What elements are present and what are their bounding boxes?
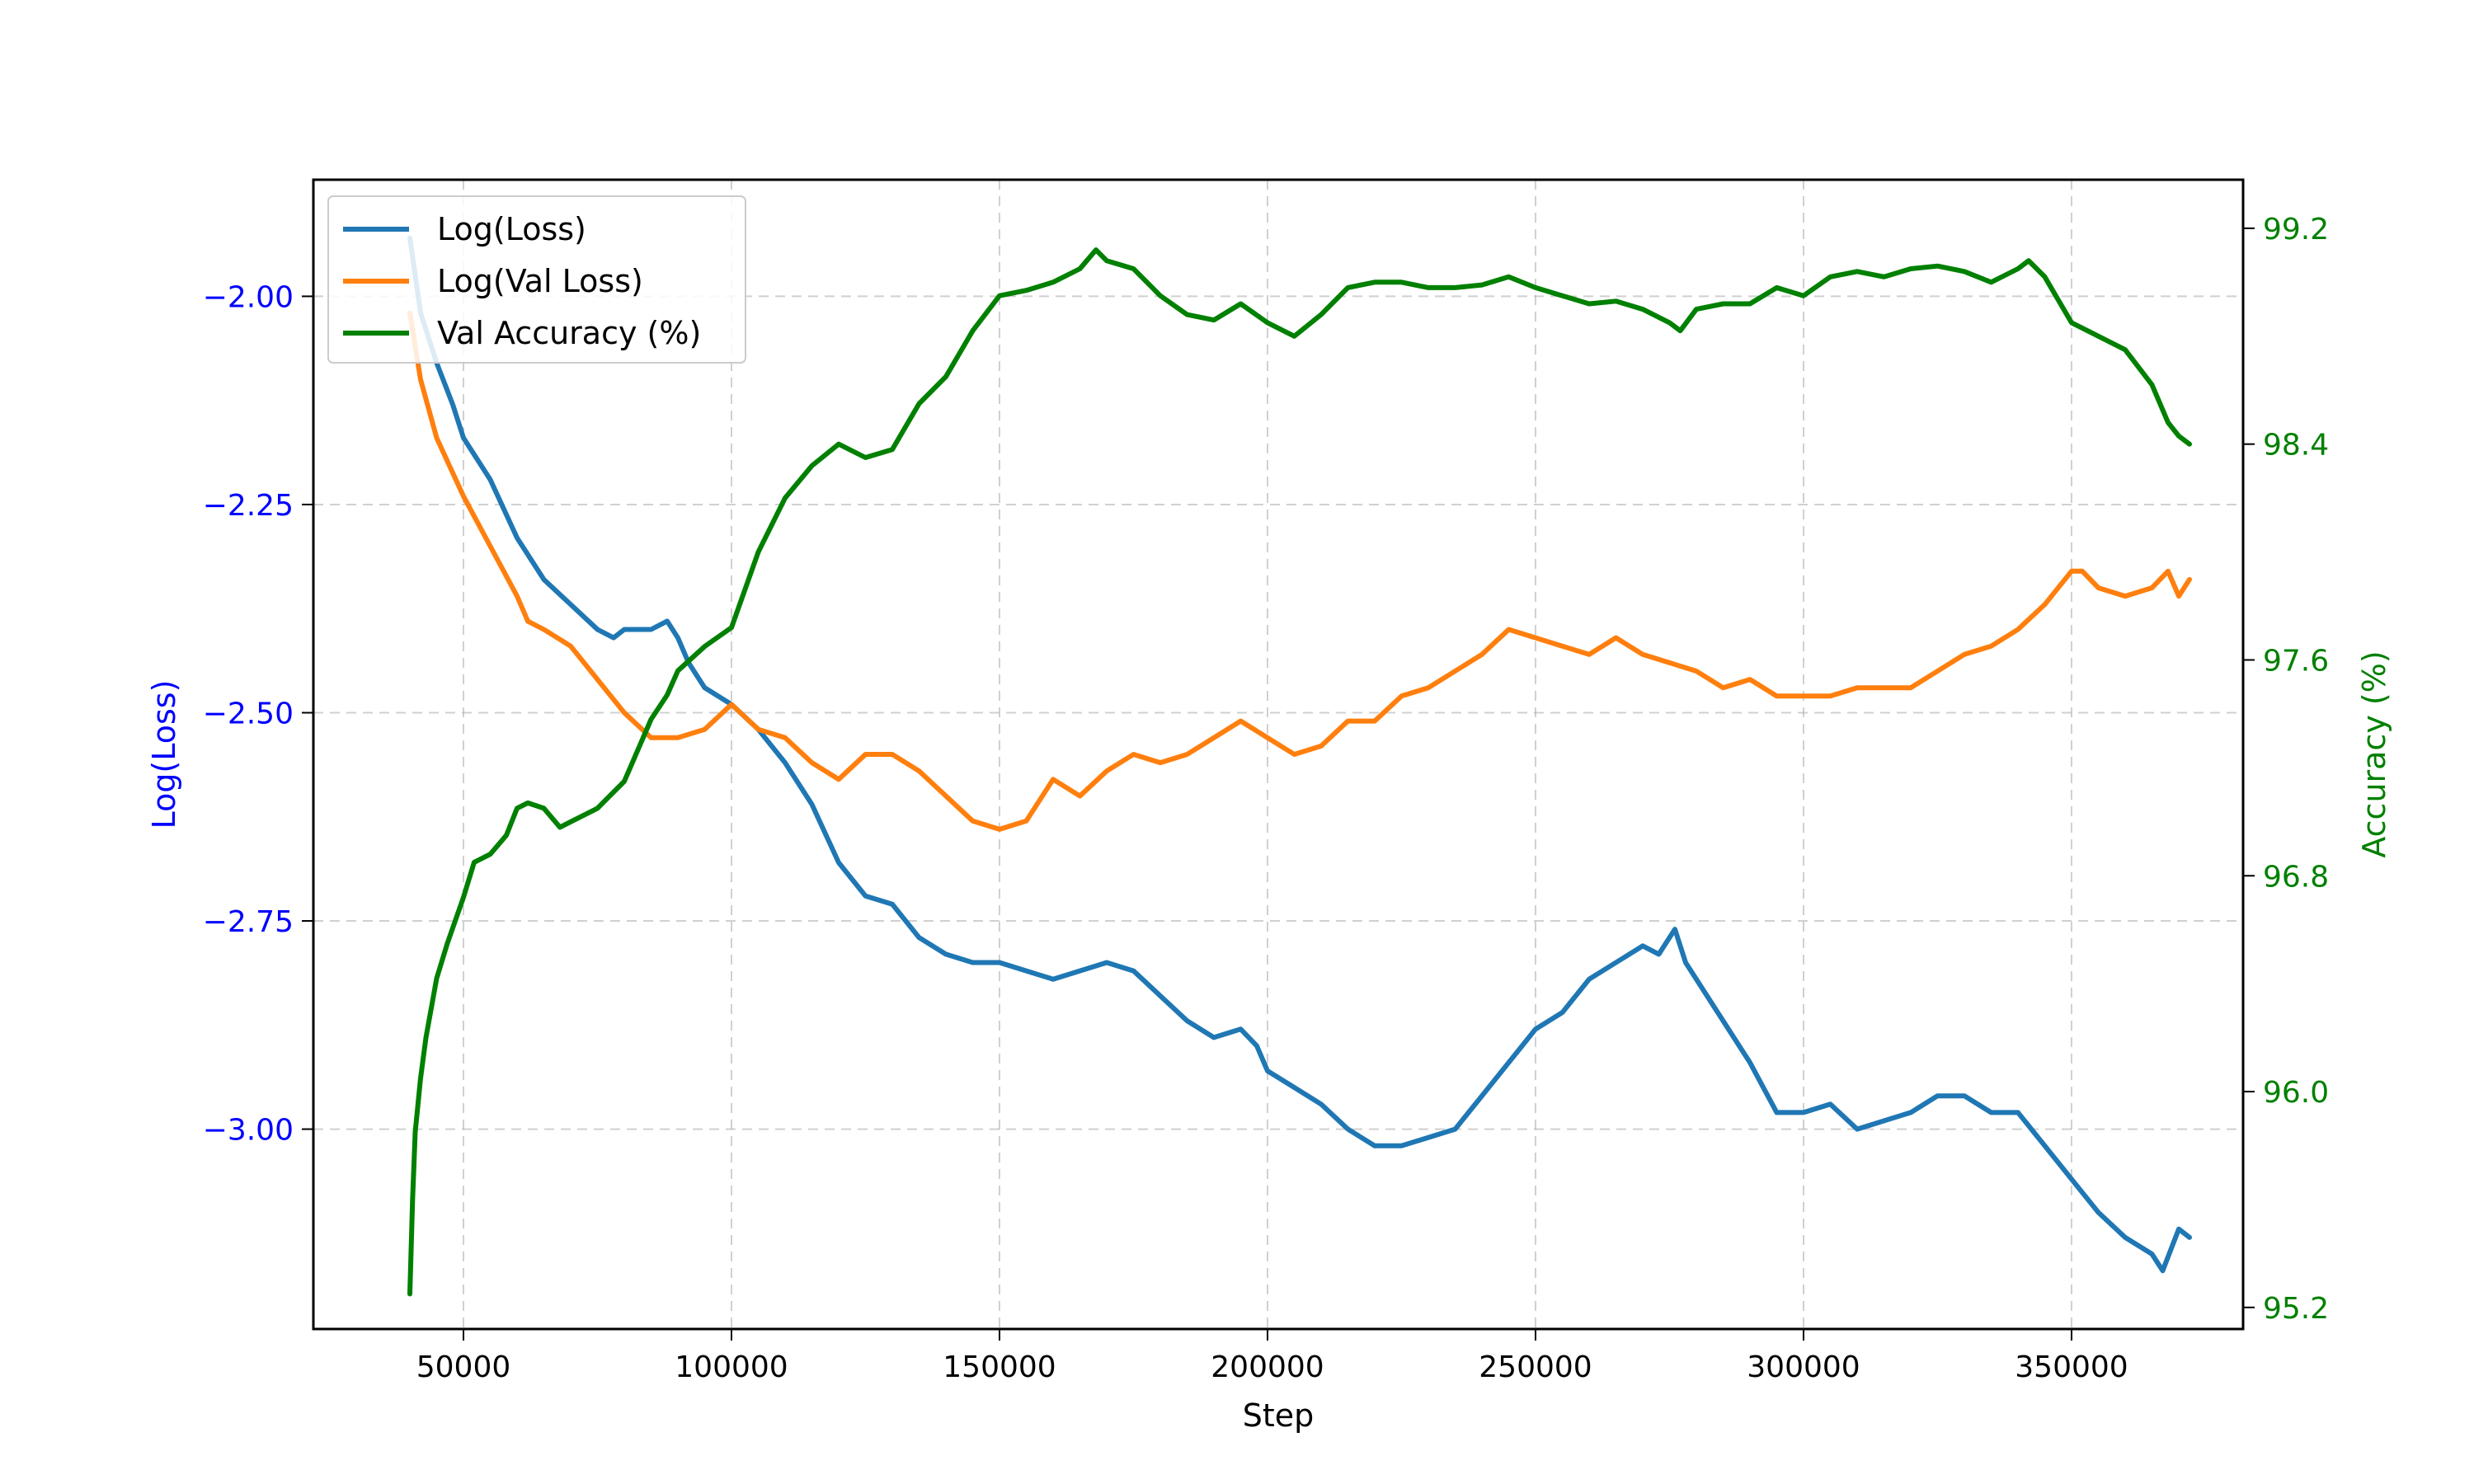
y-left-tick-label: −2.00 bbox=[203, 280, 294, 314]
y-right-tick-label: 99.2 bbox=[2263, 213, 2329, 247]
y-right-tick-label: 95.2 bbox=[2263, 1292, 2329, 1326]
y-right-tick-label: 96.0 bbox=[2263, 1076, 2329, 1110]
y-axis-left-title: Log(Loss) bbox=[146, 680, 182, 829]
y-right-tick-label: 98.4 bbox=[2263, 429, 2329, 463]
x-tick-label: 350000 bbox=[2015, 1350, 2128, 1384]
y-right-tick-label: 96.8 bbox=[2263, 860, 2329, 894]
x-tick-label: 150000 bbox=[943, 1350, 1056, 1384]
legend-label-val-accuracy: Val Accuracy (%) bbox=[437, 315, 701, 351]
y-left-tick-label: −2.25 bbox=[203, 489, 294, 523]
y-left-tick-label: −3.00 bbox=[203, 1114, 294, 1148]
y-left-tick-label: −2.50 bbox=[203, 697, 294, 730]
y-left-tick-label: −2.75 bbox=[203, 905, 294, 939]
x-tick-label: 250000 bbox=[1479, 1350, 1592, 1384]
series-log-val-loss-line bbox=[407, 310, 2192, 832]
series-log-loss-line bbox=[407, 235, 2192, 1274]
y-right-tick-label: 97.6 bbox=[2263, 644, 2329, 678]
x-axis: 50000 100000 150000 200000 250000 300000 35000… bbox=[416, 1329, 2128, 1384]
legend-box bbox=[327, 195, 746, 364]
y-axis-right: 99.2 98.4 97.6 96.8 96.0 95.2 bbox=[2243, 213, 2329, 1326]
legend-label-log-loss: Log(Loss) bbox=[437, 211, 586, 247]
x-tick-label: 300000 bbox=[1747, 1350, 1860, 1384]
legend: Log(Loss) Log(Val Loss) Val Accuracy (%) bbox=[327, 195, 746, 364]
x-tick-label: 200000 bbox=[1211, 1350, 1324, 1384]
plot-frame bbox=[312, 178, 2245, 1331]
x-axis-title: Step bbox=[1243, 1397, 1315, 1434]
legend-label-log-val-loss: Log(Val Loss) bbox=[437, 263, 643, 299]
x-tick-label: 50000 bbox=[416, 1350, 511, 1384]
x-tick-label: 100000 bbox=[675, 1350, 788, 1384]
series-lines bbox=[407, 235, 2192, 1297]
y-axis-right-title: Accuracy (%) bbox=[2356, 650, 2392, 857]
grid-lines bbox=[313, 180, 2243, 1329]
series-val-accuracy-line bbox=[407, 247, 2192, 1297]
y-axis-left: −2.00 −2.25 −2.50 −2.75 −3.00 bbox=[203, 280, 313, 1148]
